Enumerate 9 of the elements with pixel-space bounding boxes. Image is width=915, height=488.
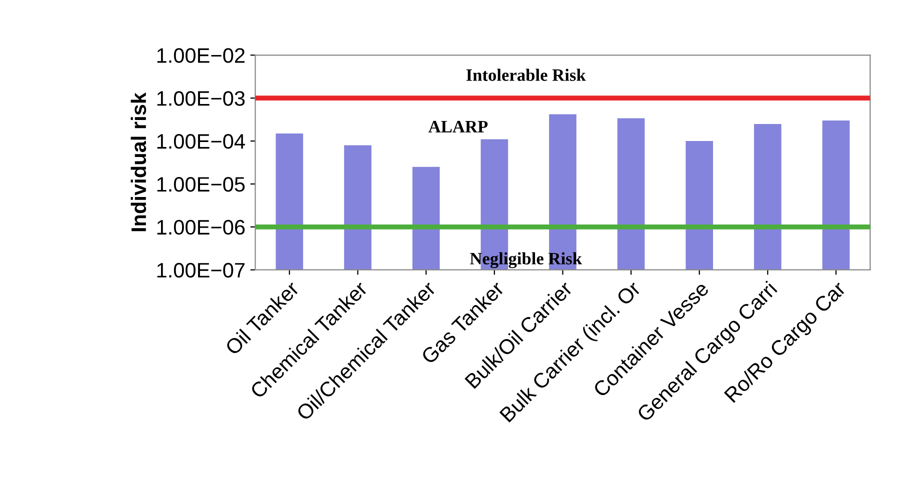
y-tick-label: 1.00E−04 bbox=[157, 134, 245, 149]
y-tick-label: 1.00E−02 bbox=[157, 48, 245, 63]
y-tick-label: 1.00E−07 bbox=[157, 262, 245, 278]
annotation: Intolerable Risk bbox=[466, 68, 586, 81]
y-tick-label: 1.00E−05 bbox=[157, 176, 245, 192]
y-tick-label: 1.00E−03 bbox=[157, 91, 245, 106]
y-axis-title: Individual risk bbox=[130, 92, 146, 232]
annotation: ALARP bbox=[428, 120, 488, 132]
y-tick-label: 1.00E−06 bbox=[157, 220, 245, 235]
